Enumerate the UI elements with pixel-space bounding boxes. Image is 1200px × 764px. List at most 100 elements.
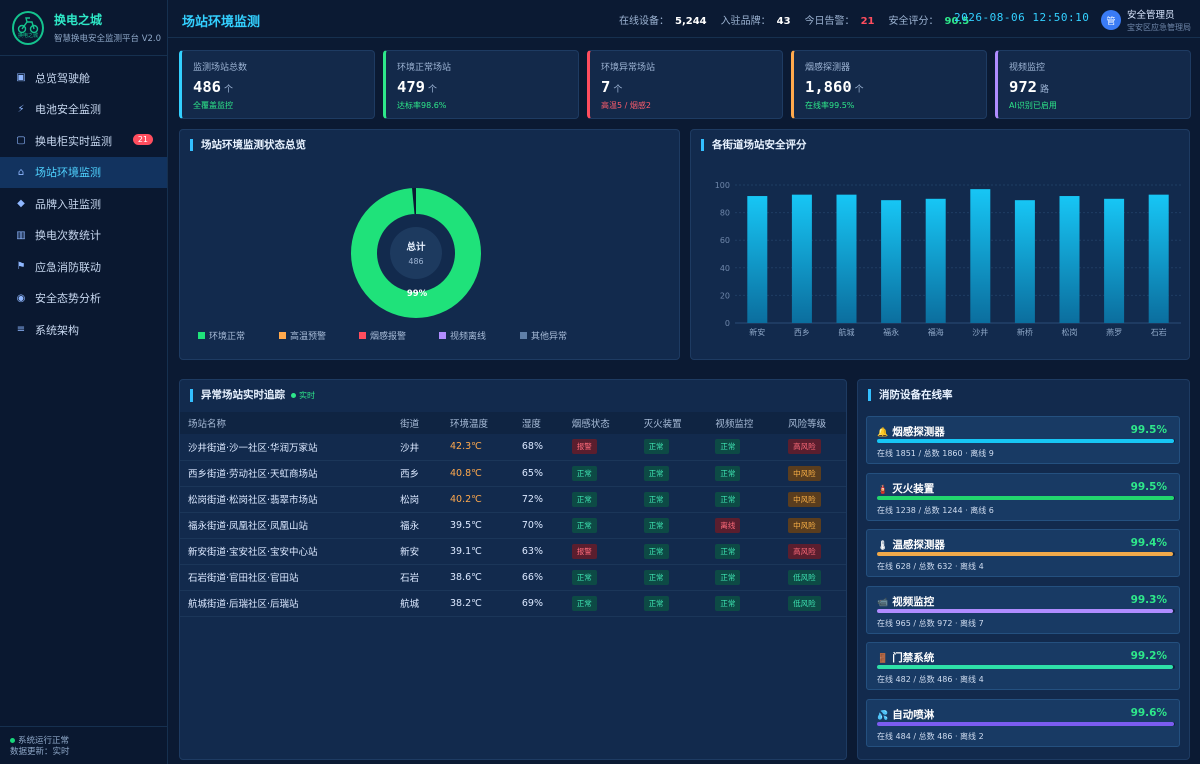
sidebar-item-3[interactable]: ⌂ 场站环境监测 (0, 156, 167, 188)
sidebar-item-5[interactable]: ▥ 换电次数统计 (0, 220, 167, 252)
risk-level-cell: 中风险 (780, 512, 846, 539)
bar-福永 (881, 200, 902, 323)
legend-swatch (359, 332, 366, 339)
kpi-unit: 个 (854, 85, 864, 95)
app-subtitle: 智慧换电安全监测平台 V2.0 (54, 34, 162, 44)
video-status-cell: 正常 (707, 460, 781, 487)
sidebar-item-label: 安全态势分析 (35, 292, 101, 306)
risk-level-badge: 中风险 (788, 491, 821, 507)
device-detail: 在线 1851 / 总数 1860 · 离线 9 (877, 449, 994, 458)
sidebar-item-label: 电池安全监测 (35, 103, 101, 117)
sidebar-item-6[interactable]: ⚑ 应急消防联动 (0, 251, 167, 283)
kpi-subtext: 全覆盖监控 (193, 101, 233, 110)
table-row[interactable]: 航城街道·后瑞社区·后瑞站 航城 38.2℃ 69% 正常 正常 正常 低风险 (180, 590, 846, 617)
device-icon: 📹 (877, 597, 889, 608)
x-tick-label: 福海 (928, 327, 944, 337)
kpi-label: 烟感探测器 (805, 63, 851, 73)
panel-title: 场站环境监测状态总览 (190, 139, 306, 151)
bar-新安 (747, 196, 768, 323)
x-tick-label: 新桥 (1017, 327, 1033, 337)
device-progress-fill (877, 552, 1174, 556)
street: 西乡 (392, 460, 442, 487)
temperature: 42.3℃ (442, 434, 514, 461)
street: 新安 (392, 538, 442, 565)
temperature: 38.2℃ (442, 590, 514, 617)
device-detail: 在线 484 / 总数 486 · 离线 2 (877, 731, 984, 741)
header: 场站环境监测 在线设备： 5,244 入驻品牌： 43 今日告警： 21 安全评分： 9… (168, 0, 1200, 38)
legend-label: 高温预警 (290, 332, 327, 342)
device-icon: 🧯 (877, 484, 889, 495)
video-status-cell: 离线 (707, 512, 781, 539)
live-indicator: 实时 (291, 391, 315, 400)
kpi-value: 972 (1009, 78, 1037, 96)
sidebar-item-label: 换电次数统计 (35, 229, 101, 243)
table-row[interactable]: 西乡街道·劳动社区·天虹商场站 西乡 40.8℃ 65% 正常 正常 正常 中风险 (180, 460, 846, 487)
table-row[interactable]: 沙井街道·沙一社区·华润万家站 沙井 42.3℃ 68% 报警 正常 正常 高风险 (180, 434, 846, 461)
bar-松岗 (1059, 196, 1080, 323)
smoke-status-badge: 正常 (571, 517, 597, 533)
logo-text: 换电之城 (17, 33, 38, 39)
kpi-label: 环境正常场站 (397, 63, 452, 73)
bar-chart-panel: 各街道场站安全评分 0 20 40 60 80 100 新安 西乡 航城 福永 福海 沙井 新桥 松岗 燕罗… (690, 129, 1190, 360)
temperature: 38.6℃ (442, 564, 514, 591)
kpi-subtext: AI识别已启用 (1009, 101, 1057, 110)
table-row[interactable]: 石岩街道·官田社区·官田站 石岩 38.6℃ 66% 正常 正常 正常 低风险 (180, 564, 846, 591)
device-detail: 在线 965 / 总数 972 · 离线 7 (877, 618, 984, 628)
sidebar-nav: ▣ 总览驾驶舱 ⚡ 电池安全监测 ▢ 换电柜实时监测 21 ⌂ 场站环境监测 ◆ 品牌入驻监测 ▥ 换电… (0, 56, 167, 346)
y-tick-label: 100 (715, 181, 730, 190)
radar-icon: ◉ (16, 292, 26, 304)
y-tick-label: 0 (725, 319, 730, 328)
sidebar-item-label: 系统架构 (35, 323, 79, 337)
page-title: 场站环境监测 (182, 15, 261, 30)
device-progress-fill (877, 439, 1174, 443)
legend-item: 高温预警 (279, 329, 359, 342)
legend-label: 环境正常 (209, 332, 246, 342)
avatar[interactable]: 管 (1101, 10, 1121, 30)
risk-level-badge: 低风险 (788, 595, 821, 611)
device-icon: 💦 (877, 710, 889, 721)
stat-alerts: 今日告警： 21 (805, 12, 875, 27)
sidebar-item-1[interactable]: ⚡ 电池安全监测 (0, 94, 167, 126)
legend-item: 环境正常 (198, 329, 279, 342)
bar-西乡 (791, 194, 812, 323)
smoke-status-badge: 正常 (571, 491, 597, 507)
stat-value: 5,244 (675, 16, 707, 27)
table-row[interactable]: 新安街道·宝安社区·宝安中心站 新安 39.1℃ 63% 报警 正常 正常 高风险 (180, 538, 846, 565)
system-status: 系统运行正常 (18, 736, 70, 746)
legend-item: 其他异常 (520, 329, 580, 342)
extinguisher-status-cell: 正常 (635, 486, 708, 513)
street: 航城 (392, 590, 442, 617)
stat-label: 入驻品牌： (720, 16, 771, 27)
sidebar-item-0[interactable]: ▣ 总览驾驶舱 (0, 62, 167, 94)
extinguisher-status-badge: 正常 (643, 491, 669, 507)
smoke-status-cell: 正常 (563, 564, 636, 591)
y-tick-label: 60 (720, 236, 730, 245)
humidity: 63% (513, 538, 564, 565)
sidebar-item-2[interactable]: ▢ 换电柜实时监测 21 (0, 125, 167, 157)
smoke-status-cell: 正常 (563, 486, 636, 513)
sidebar-item-4[interactable]: ◆ 品牌入驻监测 (0, 188, 167, 220)
datetime: 2026-08-06 12:50:10 (954, 11, 1090, 24)
sidebar-item-8[interactable]: ≡ 系统架构 (0, 314, 167, 346)
kpi-card: 烟感探测器 1,860 个在线率99.5% (791, 50, 987, 119)
sidebar-item-7[interactable]: ◉ 安全态势分析 (0, 283, 167, 315)
panel-title: 各街道场站安全评分 (701, 139, 807, 151)
station-name: 西乡街道·劳动社区·天虹商场站 (180, 460, 393, 487)
device-name-row: 🌡 温感探测器 (877, 537, 1169, 552)
sidebar-item-label: 换电柜实时监测 (35, 134, 112, 148)
user-menu[interactable]: 管 安全管理员 宝安区应急管理局 (1101, 7, 1191, 33)
station-name: 石岩街道·官田社区·官田站 (180, 564, 393, 591)
fire-devices-panel: 消防设备在线率 🔔 烟感探测器 99.5% 在线 1851 / 总数 1860 · 离… (857, 379, 1190, 760)
device-card: 🌡 温感探测器 99.4% 在线 628 / 总数 632 · 离线 4 (866, 529, 1180, 577)
station-name: 航城街道·后瑞社区·后瑞站 (180, 590, 393, 617)
kpi-label: 环境异常场站 (601, 63, 656, 73)
risk-level-badge: 低风险 (788, 569, 821, 585)
donut-legend: 环境正常 高温预警 烟感报警 视频离线 其他异常 (198, 329, 580, 342)
table-row[interactable]: 福永街道·凤凰社区·凤凰山站 福永 39.5℃ 70% 正常 正常 离线 中风险 (180, 512, 846, 539)
street: 石岩 (392, 564, 442, 591)
table-row[interactable]: 松岗街道·松岗社区·翡翠市场站 松岗 40.2℃ 72% 正常 正常 正常 中风险 (180, 486, 846, 513)
stat-safety-score: 安全评分： 90.5 (888, 12, 969, 27)
abnormal-stations-panel: 异常场站实时追踪 实时 场站名称 街道 环境温度 湿度 烟感状态 灭火装置 视频监控 风险等级 … (179, 379, 847, 760)
risk-level-cell: 高风险 (780, 434, 846, 461)
